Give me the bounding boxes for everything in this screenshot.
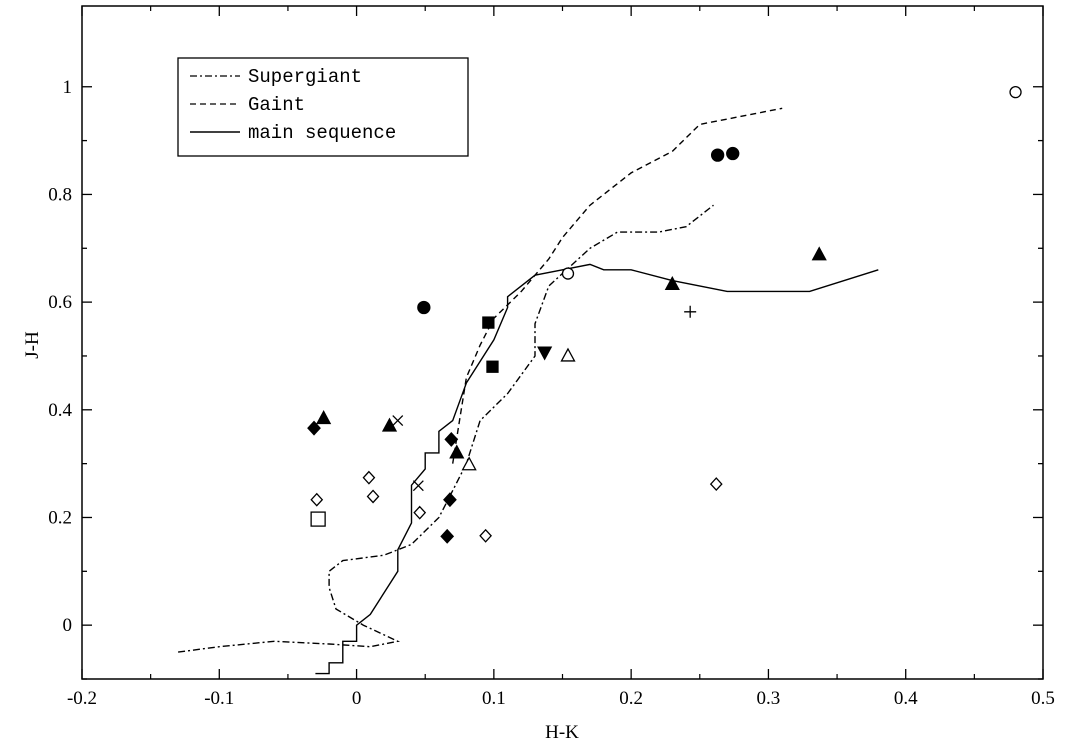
- marker-circle-filled: [417, 300, 431, 315]
- x-tick-label: 0: [352, 688, 362, 709]
- legend-label-main-sequence: main sequence: [248, 122, 396, 144]
- marker-diamond-filled: [307, 420, 321, 436]
- marker-cross-x: [392, 415, 404, 427]
- marker-square-filled: [486, 360, 499, 373]
- marker-square-open: [310, 511, 326, 527]
- data-markers: [307, 85, 1022, 544]
- marker-triangle-up-open: [560, 347, 576, 362]
- series-line-main-sequence: [315, 263, 879, 675]
- legend: Supergiant Gaint main sequence: [177, 57, 469, 157]
- x-tick-label: 0.5: [1031, 688, 1055, 709]
- y-axis-title: J-H: [22, 331, 43, 359]
- marker-triangle-up-filled: [811, 246, 827, 261]
- y-tick-label: 0.6: [48, 292, 72, 313]
- x-axis-title: H-K: [545, 722, 579, 743]
- y-tick-label: 0: [63, 615, 73, 636]
- marker-diamond-filled: [444, 431, 459, 447]
- series-line-gaint: [452, 107, 783, 464]
- series-line-supergiant: [178, 204, 714, 653]
- marker-square-filled: [482, 316, 495, 329]
- marker-triangle-down-filled: [537, 346, 553, 361]
- marker-triangle-up-open: [461, 456, 477, 471]
- series-lines: [178, 107, 879, 675]
- y-tick-label: 0.2: [48, 507, 72, 528]
- marker-circle-filled: [710, 148, 725, 162]
- y-tick-label: 0.4: [48, 400, 72, 421]
- legend-box: [177, 57, 469, 157]
- marker-triangle-up-filled: [449, 444, 465, 459]
- x-tick-label: -0.2: [67, 688, 97, 709]
- axis-ticks: -0.2 -0.1 0 0.1 0.2 0.3 0.4 0.5 0 0.2 0.4 0.6 0.8 1: [48, 6, 1055, 709]
- marker-circle-open: [1009, 85, 1022, 99]
- marker-diamond-open: [413, 505, 427, 520]
- marker-circle-open: [561, 267, 575, 280]
- marker-triangle-up-filled: [316, 410, 332, 425]
- x-tick-label: 0.1: [482, 688, 506, 709]
- marker-cross-x: [412, 480, 424, 492]
- x-tick-label: 0.3: [757, 688, 781, 709]
- x-tick-label: 0.2: [619, 688, 643, 709]
- marker-diamond-open: [362, 470, 376, 485]
- legend-label-gaint: Gaint: [248, 94, 305, 116]
- marker-circle-filled: [726, 146, 740, 161]
- marker-diamond-filled: [443, 492, 457, 508]
- marker-diamond-open: [479, 528, 493, 543]
- marker-plus: [684, 305, 697, 318]
- marker-diamond-open: [366, 489, 380, 504]
- marker-diamond-filled: [440, 528, 455, 544]
- y-tick-label: 1: [63, 77, 73, 98]
- legend-label-supergiant: Supergiant: [248, 66, 362, 88]
- marker-diamond-open: [709, 477, 723, 492]
- marker-diamond-open: [310, 492, 324, 507]
- marker-triangle-up-filled: [664, 275, 680, 291]
- y-tick-label: 0.8: [48, 184, 72, 205]
- x-tick-label: -0.1: [204, 688, 234, 709]
- x-tick-label: 0.4: [894, 688, 918, 709]
